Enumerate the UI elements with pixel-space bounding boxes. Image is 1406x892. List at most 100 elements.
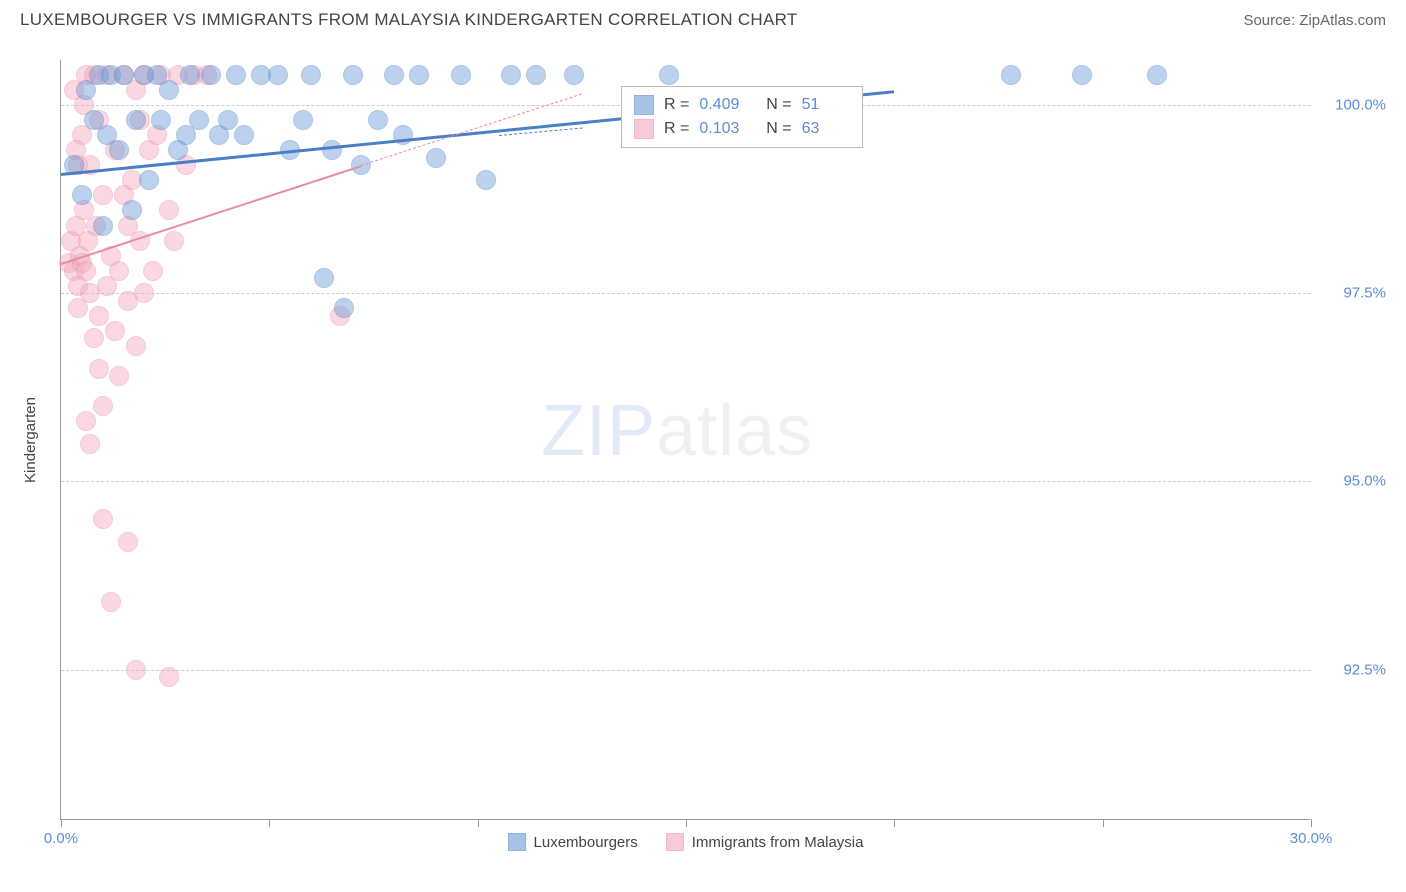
data-point <box>1147 65 1167 85</box>
series-legend-label: Luxembourgers <box>534 834 638 851</box>
watermark: ZIPatlas <box>541 390 813 472</box>
x-tick-label: 0.0% <box>44 830 78 847</box>
legend-swatch <box>634 95 654 115</box>
data-point <box>451 65 471 85</box>
x-tick <box>686 819 687 827</box>
data-point <box>76 411 96 431</box>
data-point <box>93 216 113 236</box>
legend-n-label: N = <box>757 96 791 114</box>
data-point <box>1072 65 1092 85</box>
y-axis-title: Kindergarten <box>22 397 39 483</box>
data-point <box>84 328 104 348</box>
chart-container: Kindergarten ZIPatlas 92.5%95.0%97.5%100… <box>0 40 1406 840</box>
chart-title: LUXEMBOURGER VS IMMIGRANTS FROM MALAYSIA… <box>20 10 798 30</box>
series-legend-item: Luxembourgers <box>508 833 638 851</box>
y-tick-label: 97.5% <box>1343 285 1386 302</box>
x-tick <box>269 819 270 827</box>
data-point <box>159 667 179 687</box>
data-point <box>114 65 134 85</box>
data-point <box>322 140 342 160</box>
gridline-horizontal <box>61 293 1311 294</box>
data-point <box>143 261 163 281</box>
data-point <box>189 110 209 130</box>
data-point <box>201 65 221 85</box>
data-point <box>80 434 100 454</box>
data-point <box>151 110 171 130</box>
chart-source: Source: ZipAtlas.com <box>1243 12 1386 29</box>
data-point <box>126 336 146 356</box>
data-point <box>109 366 129 386</box>
data-point <box>384 65 404 85</box>
chart-header: LUXEMBOURGER VS IMMIGRANTS FROM MALAYSIA… <box>0 0 1406 36</box>
data-point <box>109 140 129 160</box>
data-point <box>180 65 200 85</box>
series-legend-item: Immigrants from Malaysia <box>666 833 864 851</box>
data-point <box>93 185 113 205</box>
data-point <box>122 200 142 220</box>
legend-r-value: 0.103 <box>699 120 747 138</box>
data-point <box>164 231 184 251</box>
data-point <box>126 110 146 130</box>
legend-r-label: R = <box>664 120 689 138</box>
legend-n-label: N = <box>757 120 791 138</box>
legend-r-value: 0.409 <box>699 96 747 114</box>
legend-n-value: 63 <box>802 120 850 138</box>
data-point <box>126 660 146 680</box>
data-point <box>134 283 154 303</box>
data-point <box>105 321 125 341</box>
x-tick <box>478 819 479 827</box>
x-tick <box>1103 819 1104 827</box>
stats-legend-row: R = 0.409 N = 51 <box>634 93 850 117</box>
data-point <box>314 268 334 288</box>
x-tick <box>894 819 895 827</box>
data-point <box>89 306 109 326</box>
data-point <box>564 65 584 85</box>
y-tick-label: 92.5% <box>1343 661 1386 678</box>
x-tick <box>1311 819 1312 827</box>
data-point <box>159 200 179 220</box>
data-point <box>218 110 238 130</box>
data-point <box>501 65 521 85</box>
data-point <box>343 65 363 85</box>
data-point <box>1001 65 1021 85</box>
data-point <box>301 65 321 85</box>
data-point <box>159 80 179 100</box>
stats-legend: R = 0.409 N = 51R = 0.103 N = 63 <box>621 86 863 148</box>
stats-legend-row: R = 0.103 N = 63 <box>634 117 850 141</box>
data-point <box>526 65 546 85</box>
data-point <box>72 185 92 205</box>
gridline-horizontal <box>61 670 1311 671</box>
gridline-horizontal <box>61 481 1311 482</box>
data-point <box>101 592 121 612</box>
data-point <box>226 65 246 85</box>
x-tick <box>61 819 62 827</box>
data-point <box>93 396 113 416</box>
legend-r-label: R = <box>664 96 689 114</box>
data-point <box>93 509 113 529</box>
series-legend: Luxembourgers Immigrants from Malaysia <box>508 833 864 851</box>
data-point <box>268 65 288 85</box>
data-point <box>109 261 129 281</box>
legend-swatch <box>508 833 526 851</box>
data-point <box>293 110 313 130</box>
data-point <box>426 148 446 168</box>
y-tick-label: 100.0% <box>1335 97 1386 114</box>
data-point <box>476 170 496 190</box>
data-point <box>659 65 679 85</box>
y-tick-label: 95.0% <box>1343 473 1386 490</box>
series-legend-label: Immigrants from Malaysia <box>692 834 864 851</box>
data-point <box>89 359 109 379</box>
legend-n-value: 51 <box>802 96 850 114</box>
data-point <box>334 298 354 318</box>
data-point <box>76 261 96 281</box>
data-point <box>118 532 138 552</box>
data-point <box>139 170 159 190</box>
data-point <box>368 110 388 130</box>
data-point <box>68 298 88 318</box>
legend-swatch <box>666 833 684 851</box>
data-point <box>234 125 254 145</box>
data-point <box>409 65 429 85</box>
legend-swatch <box>634 119 654 139</box>
x-tick-label: 30.0% <box>1290 830 1333 847</box>
plot-area: ZIPatlas 92.5%95.0%97.5%100.0%0.0%30.0%R… <box>60 60 1310 820</box>
